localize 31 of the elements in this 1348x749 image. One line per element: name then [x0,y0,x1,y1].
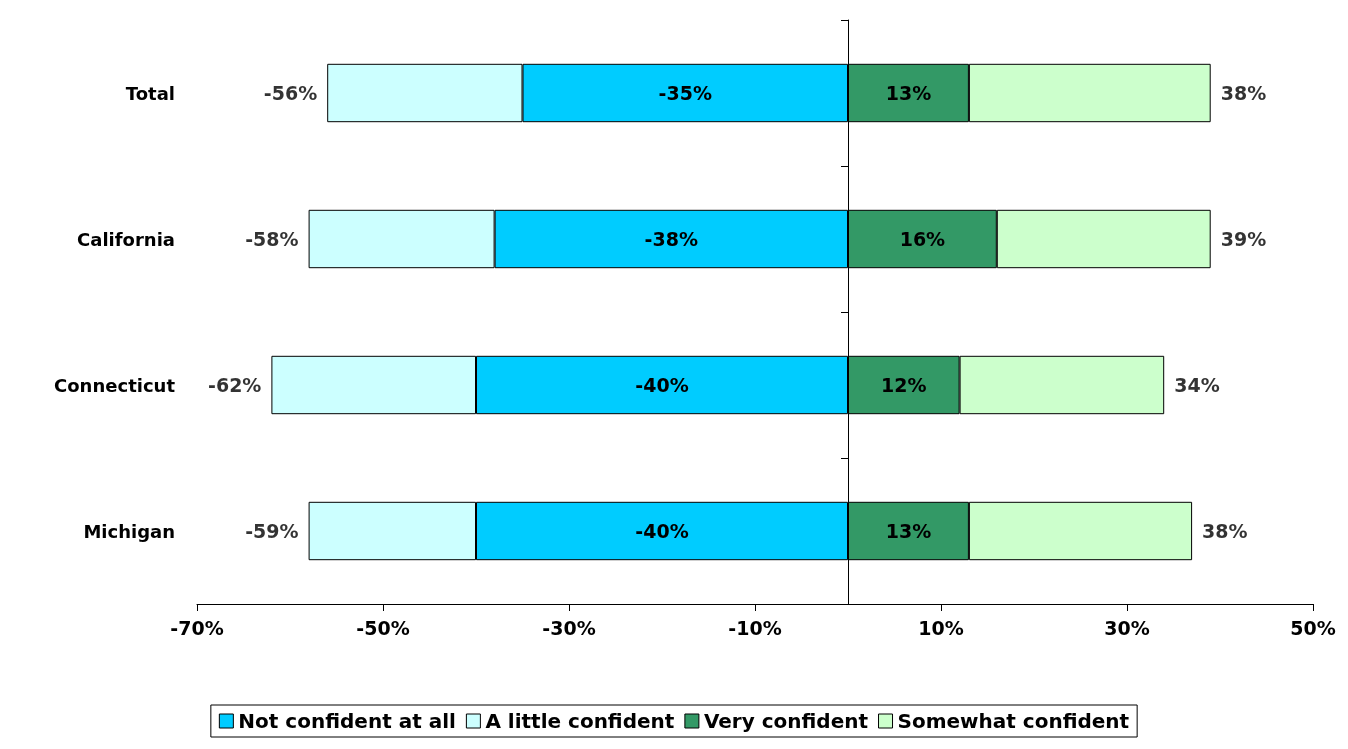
legend-label: Somewhat confident [897,709,1130,733]
x-tick-label: 30% [1104,616,1150,639]
annotation: -58% [245,228,299,250]
x-tick-label: -70% [170,616,224,639]
annotation: -59% [245,520,299,542]
data-label: 13% [885,82,932,104]
y-tick-label: Connecticut [54,374,176,396]
legend-label: Very confident [703,709,869,733]
data-label: -38% [644,228,698,250]
data-label: -40% [635,520,689,542]
y-tick-label: Total [125,82,175,104]
annotation: 38% [1220,82,1267,104]
annotation: 38% [1202,520,1248,542]
x-tick-label: -10% [728,616,782,639]
x-tick-label: 10% [918,616,964,639]
annotation: -56% [263,82,318,104]
x-tick-label: 50% [1290,616,1336,639]
x-tick-label: -30% [542,616,596,639]
data-label: 16% [899,228,946,250]
legend-label: A little confident [485,709,675,733]
annotation: -62% [208,374,262,396]
data-label: 13% [885,520,932,542]
annotation: 34% [1174,374,1220,396]
legend-label: Not confident at all [238,709,456,733]
x-tick-label: -50% [356,616,410,639]
y-tick-label: Michigan [83,520,175,542]
data-label: -40% [635,374,689,396]
annotation: 39% [1220,228,1267,250]
data-label: 12% [881,374,927,396]
y-tick-label: California [77,228,175,250]
data-label: -35% [658,82,712,104]
